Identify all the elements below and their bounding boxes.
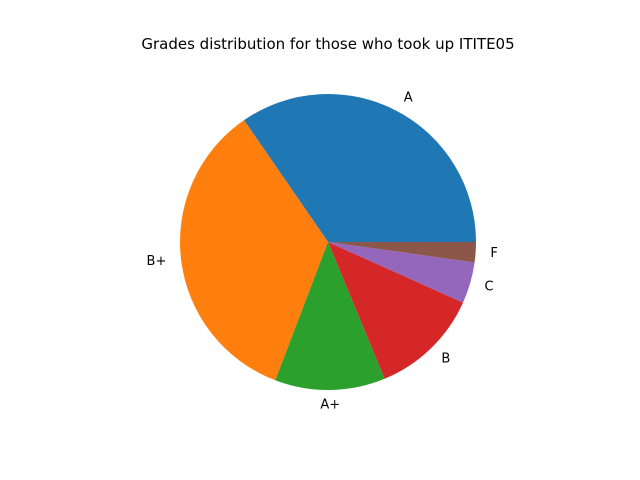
pie-slice-b-plus	[180, 120, 328, 381]
slice-label-a: A	[404, 90, 413, 105]
pie-slice-c	[328, 242, 475, 303]
pie-slice-a	[244, 94, 476, 243]
slice-label-b: B	[441, 351, 450, 366]
slice-label-b-plus: B+	[147, 254, 167, 269]
slice-label-c: C	[484, 280, 493, 295]
pie-slice-a-plus	[275, 242, 385, 390]
pie-slice-f	[328, 242, 476, 263]
pie-slices	[180, 94, 476, 390]
slice-label-a-plus: A+	[320, 397, 340, 412]
chart-title: Grades distribution for those who took u…	[141, 35, 514, 53]
slice-label-f: F	[490, 246, 497, 261]
pie-slice-b	[328, 242, 464, 379]
pie-labels: A B+ A+ B C F	[147, 90, 498, 412]
